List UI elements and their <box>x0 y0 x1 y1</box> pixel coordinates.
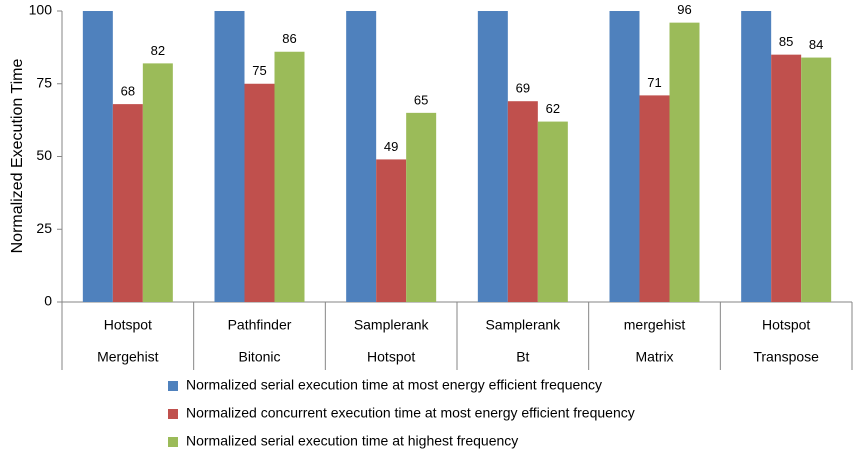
x-tick-label: mergehist <box>624 317 686 333</box>
x-tick-label: Hotspot <box>104 317 152 333</box>
data-label: 69 <box>516 81 530 96</box>
y-tick-label: 50 <box>36 147 52 163</box>
bar <box>771 54 802 303</box>
legend-label: Normalized concurrent execution time at … <box>186 405 635 421</box>
bar <box>537 121 568 302</box>
y-axis-label: Normalized Execution Time <box>9 59 26 254</box>
legend-swatch <box>168 381 178 391</box>
bar <box>112 104 143 303</box>
x-tick-label: Bt <box>516 349 529 365</box>
bar <box>741 11 772 302</box>
data-label: 49 <box>384 139 398 154</box>
bar <box>609 11 640 302</box>
y-tick-label: 0 <box>44 293 52 309</box>
bar <box>406 112 437 302</box>
legend-label: Normalized serial execution time at most… <box>186 377 602 393</box>
x-tick-label: Hotspot <box>367 349 415 365</box>
x-tick-label: Hotspot <box>762 317 810 333</box>
legend-swatch <box>168 437 178 447</box>
y-tick-label: 25 <box>36 220 52 236</box>
bar <box>801 57 832 303</box>
x-tick-label: Samplerank <box>485 317 561 333</box>
bar <box>376 159 407 302</box>
data-label: 65 <box>414 92 428 107</box>
x-tick-label: Transpose <box>753 349 819 365</box>
x-tick-label: Bitonic <box>238 349 280 365</box>
data-label: 82 <box>151 43 165 58</box>
bar <box>346 11 377 302</box>
y-tick-label: 75 <box>36 74 52 90</box>
data-label: 85 <box>779 34 793 49</box>
bar <box>477 11 508 302</box>
y-tick-label: 100 <box>29 2 53 18</box>
bar <box>639 95 670 302</box>
x-tick-label: Pathfinder <box>228 317 292 333</box>
legend-swatch <box>168 409 178 419</box>
data-label: 71 <box>647 75 661 90</box>
x-tick-label: Mergehist <box>97 349 159 365</box>
x-tick-label: Samplerank <box>354 317 430 333</box>
bar <box>507 101 538 303</box>
bar <box>669 22 700 302</box>
data-label: 86 <box>282 31 296 46</box>
bar <box>244 83 275 302</box>
data-label: 68 <box>121 84 135 99</box>
data-label: 84 <box>809 37 823 52</box>
x-tick-label: Matrix <box>635 349 673 365</box>
bar <box>274 51 305 302</box>
bar <box>82 11 113 302</box>
bar <box>214 11 245 302</box>
data-label: 62 <box>546 101 560 116</box>
data-label: 96 <box>677 2 691 17</box>
bar <box>142 63 173 302</box>
data-label: 75 <box>252 63 266 78</box>
legend-label: Normalized serial execution time at high… <box>186 433 518 449</box>
